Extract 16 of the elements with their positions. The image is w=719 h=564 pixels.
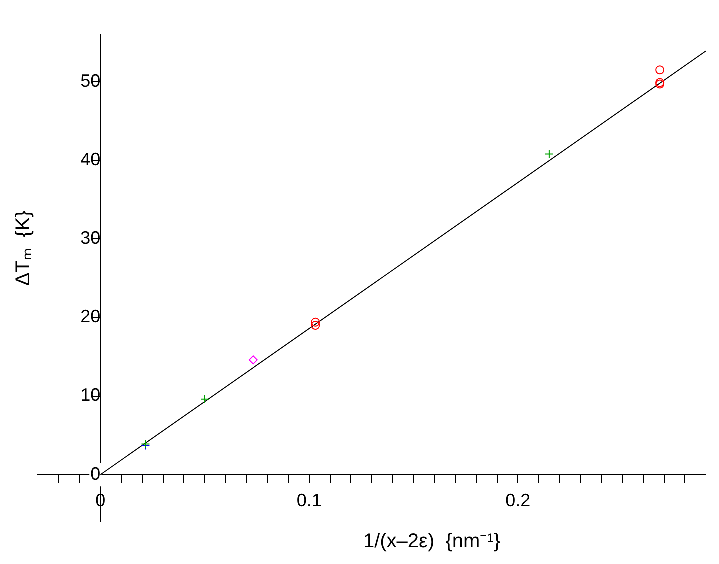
point	[248, 356, 258, 365]
point	[656, 66, 665, 75]
point	[311, 318, 320, 327]
point	[200, 394, 210, 404]
y-tick-label: 20	[80, 306, 101, 327]
x-axis-title: 1/(x–2ε) {nm⁻¹}	[363, 530, 501, 553]
point	[544, 150, 554, 159]
y-tick-label: 10	[80, 385, 101, 406]
y-axis-title: ΔTₘ {K}	[12, 210, 35, 286]
y-tick-label: 40	[80, 150, 101, 170]
y-tick-label: 30	[80, 228, 101, 248]
y-tick-label: 50	[80, 70, 101, 91]
x-tick-label: 0.2	[506, 490, 531, 511]
y-tick-label: 0	[90, 464, 101, 484]
x-tick-label: 0.1	[296, 490, 322, 511]
point	[311, 321, 320, 330]
